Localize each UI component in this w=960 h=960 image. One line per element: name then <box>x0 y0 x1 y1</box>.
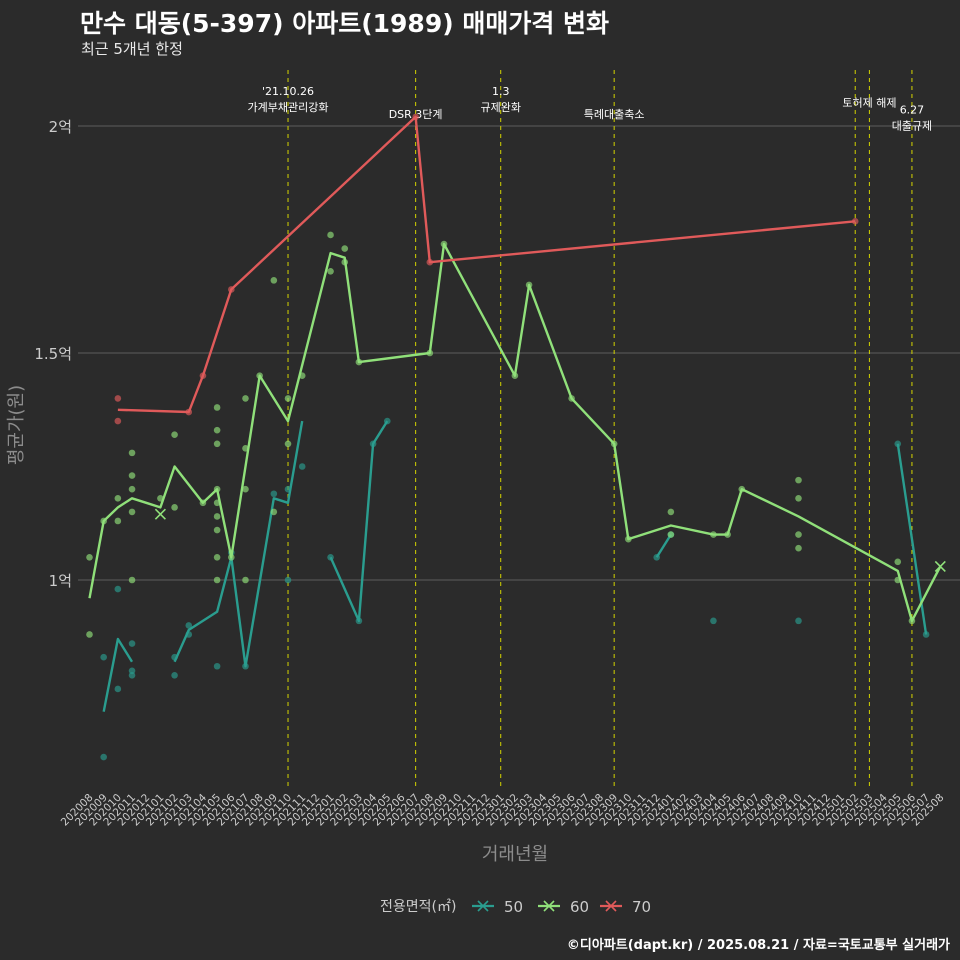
data-point-60 <box>128 449 136 457</box>
data-point-60 <box>242 576 249 584</box>
data-point-60 <box>284 440 292 448</box>
data-point-60 <box>242 395 249 402</box>
data-point-50 <box>185 622 193 629</box>
data-point-60 <box>894 558 902 566</box>
legend-cross-50 <box>477 900 489 912</box>
data-point-60 <box>795 494 802 502</box>
event-label: 대출규제 <box>892 119 932 132</box>
data-point-60 <box>284 395 292 402</box>
data-point-60 <box>213 440 221 448</box>
data-point-70 <box>114 417 122 425</box>
data-point-60 <box>171 431 178 439</box>
data-point-50 <box>284 576 292 584</box>
data-point-60 <box>128 576 136 584</box>
data-point-60 <box>795 544 802 552</box>
data-point-50 <box>710 617 717 625</box>
series-line-60 <box>88 242 942 623</box>
data-point-60 <box>213 554 221 561</box>
event-label: 1.3 <box>492 85 510 98</box>
series-line-70 <box>117 115 856 414</box>
data-point-60 <box>128 485 136 493</box>
data-point-50 <box>100 653 107 661</box>
data-point-60 <box>128 472 136 479</box>
data-point-60 <box>213 404 221 411</box>
event-label: 6.27 <box>900 103 925 116</box>
data-point-60 <box>213 426 221 434</box>
data-point-60 <box>171 504 178 511</box>
cross-marker-60 <box>154 508 166 520</box>
chart-subtitle: 최근 5개년 한정 <box>81 40 183 58</box>
legend-label: 50 <box>504 898 523 916</box>
data-point-70 <box>114 395 122 402</box>
y-tick-label: 2억 <box>49 118 72 136</box>
data-point-60 <box>341 245 349 252</box>
data-point-60 <box>128 508 136 516</box>
data-point-60 <box>114 517 122 525</box>
data-point-50 <box>795 617 802 625</box>
data-point-50 <box>171 672 178 679</box>
event-label: 토허제 해제 <box>842 96 896 110</box>
data-point-50 <box>114 685 122 693</box>
event-label: 규제완화 <box>480 101 520 114</box>
data-point-60 <box>667 508 675 516</box>
data-point-60 <box>667 531 675 538</box>
data-point-50 <box>114 585 122 593</box>
data-point-60 <box>327 267 334 275</box>
y-tick-label: 1.5억 <box>34 345 72 363</box>
cross-marker-60 <box>934 560 946 572</box>
data-point-50 <box>128 672 136 679</box>
data-point-60 <box>327 231 334 239</box>
data-point-60 <box>795 476 802 484</box>
event-label: 특례대출축소 <box>584 108 645 121</box>
data-point-50 <box>213 662 221 670</box>
data-point-50 <box>894 440 902 448</box>
data-point-50 <box>128 667 136 675</box>
data-point-70 <box>851 218 859 225</box>
data-point-50 <box>128 640 136 647</box>
data-point-50 <box>100 753 107 761</box>
data-point-60 <box>270 277 278 284</box>
data-point-50 <box>298 463 306 470</box>
data-point-50 <box>270 490 278 498</box>
legend-cross-70 <box>605 900 617 912</box>
legend-label: 70 <box>632 898 651 916</box>
y-tick-label: 1억 <box>49 572 72 590</box>
data-point-60 <box>795 531 802 538</box>
series-line-50 <box>102 420 928 712</box>
chart-title: 만수 대동(5-397) 아파트(1989) 매매가격 변화 <box>80 9 610 38</box>
event-label: 가계부채관리강화 <box>248 101 329 114</box>
data-point-60 <box>86 631 93 638</box>
data-point-60 <box>213 513 221 520</box>
legend-title: 전용면적(㎡) <box>380 899 456 915</box>
x-axis-title: 거래년월 <box>482 844 548 865</box>
legend-cross-60 <box>543 900 555 912</box>
data-point-60 <box>213 576 221 584</box>
y-axis-title: 평균가(원) <box>6 385 27 465</box>
data-point-60 <box>213 526 221 534</box>
legend-label: 60 <box>570 898 589 916</box>
data-point-60 <box>86 554 93 561</box>
data-point-60 <box>114 494 122 502</box>
chart-caption: ©디아파트(dapt.kr) / 2025.08.21 / 자료=국토교통부 실… <box>566 938 950 953</box>
data-point-60 <box>242 485 249 493</box>
event-label: '21.10.26 <box>262 85 314 98</box>
data-point-60 <box>270 508 278 516</box>
